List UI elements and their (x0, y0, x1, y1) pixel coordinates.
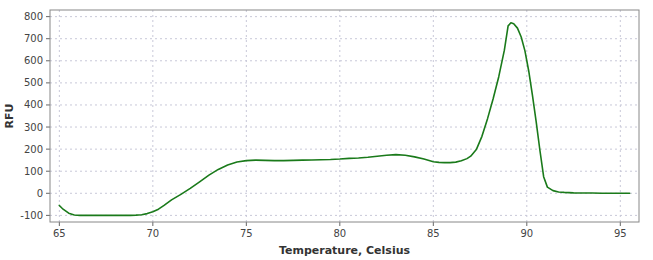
grid-line-x (339, 10, 340, 222)
tick-x (339, 222, 340, 226)
tick-y (46, 171, 50, 172)
tick-label-y: 800 (24, 11, 43, 22)
tick-label-y: 400 (24, 99, 43, 110)
axes: 65 70 75 80 85 90 95 -100 0 100 200 300 400 500 600 700… (20, 10, 639, 239)
plot-area (50, 10, 639, 222)
tick-label-x: 95 (614, 228, 627, 239)
tick-y (46, 38, 50, 39)
grid-line-y (50, 38, 639, 39)
tick-y (46, 215, 50, 216)
x-axis-label: Temperature, Celsius (279, 244, 411, 257)
tick-x (152, 222, 153, 226)
tick-x (246, 222, 247, 226)
tick-y (46, 16, 50, 17)
data (59, 23, 629, 216)
grid-line-y (50, 193, 639, 194)
grid-line-x (152, 10, 153, 222)
tick-label-x: 75 (240, 228, 253, 239)
grid-line-y (50, 127, 639, 128)
tick-label-y: 0 (37, 188, 43, 199)
tick-y (46, 82, 50, 83)
tick-x (433, 222, 434, 226)
tick-label-x: 85 (427, 228, 440, 239)
y-axis-label: RFU (3, 104, 16, 129)
tick-label-y: 100 (24, 166, 43, 177)
grid-line-x (433, 10, 434, 222)
grid-line-x (59, 10, 60, 222)
grid-line-y (50, 82, 639, 83)
grid (50, 10, 639, 222)
grid-line-y (50, 104, 639, 105)
tick-label-y: -100 (20, 210, 43, 221)
tick-y (46, 149, 50, 150)
tick-y (46, 193, 50, 194)
chart: 65 70 75 80 85 90 95 -100 0 100 200 300 400 500 600 700… (0, 0, 653, 260)
tick-label-x: 65 (53, 228, 66, 239)
tick-label-y: 500 (24, 77, 43, 88)
tick-y (46, 104, 50, 105)
grid-line-y (50, 171, 639, 172)
grid-line-x (246, 10, 247, 222)
grid-line-y (50, 16, 639, 17)
grid-line-y (50, 60, 639, 61)
tick-label-y: 600 (24, 55, 43, 66)
grid-line-y (50, 149, 639, 150)
grid-line-x (526, 10, 527, 222)
plot-frame (50, 10, 639, 222)
tick-y (46, 127, 50, 128)
grid-line-x (620, 10, 621, 222)
tick-y (46, 60, 50, 61)
tick-x (59, 222, 60, 226)
tick-x (620, 222, 621, 226)
tick-label-x: 80 (333, 228, 346, 239)
tick-label-y: 700 (24, 33, 43, 44)
tick-label-x: 90 (520, 228, 533, 239)
tick-label-y: 300 (24, 122, 43, 133)
tick-label-x: 70 (146, 228, 159, 239)
tick-label-y: 200 (24, 144, 43, 155)
line (59, 23, 629, 216)
tick-x (526, 222, 527, 226)
